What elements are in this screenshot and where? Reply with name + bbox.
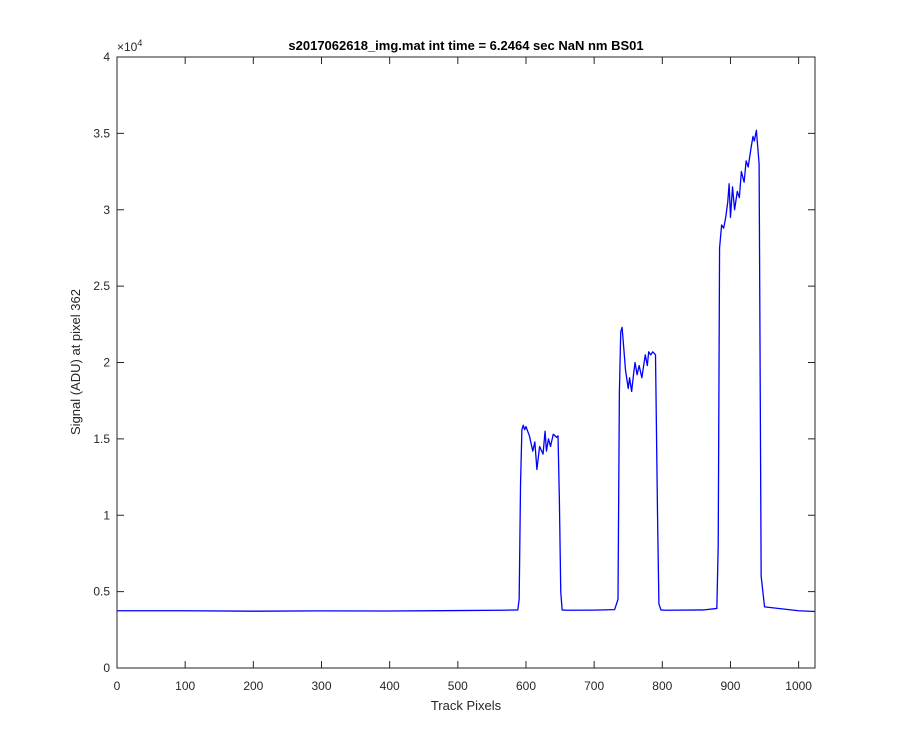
plot-area xyxy=(117,57,815,668)
chart-title: s2017062618_img.mat int time = 6.2464 se… xyxy=(288,38,643,53)
y-tick-label: 1 xyxy=(103,508,110,522)
y-tick-label: 0 xyxy=(103,661,110,675)
y-exponent-base: ×10 xyxy=(117,40,138,54)
y-tick-label: 1.5 xyxy=(93,432,110,446)
x-axis-label: Track Pixels xyxy=(431,698,502,713)
y-exponent-label: ×104 xyxy=(117,38,142,54)
x-tick-label: 700 xyxy=(584,679,604,693)
y-tick-label: 2 xyxy=(103,356,110,370)
y-tick-label: 4 xyxy=(103,50,110,64)
x-tick-label: 500 xyxy=(448,679,468,693)
x-tick-label: 1000 xyxy=(785,679,812,693)
y-tick-label: 0.5 xyxy=(93,585,110,599)
plot-frame xyxy=(116,56,816,669)
x-tick-label: 900 xyxy=(720,679,740,693)
y-tick-label: 3 xyxy=(103,203,110,217)
x-tick-label: 300 xyxy=(311,679,331,693)
x-tick-label: 400 xyxy=(380,679,400,693)
x-tick-label: 800 xyxy=(652,679,672,693)
marks-layer xyxy=(117,129,816,613)
y-tick-label: 3.5 xyxy=(93,126,110,140)
x-tick-label: 0 xyxy=(114,679,121,693)
y-exponent-power: 4 xyxy=(137,38,142,48)
x-tick-label: 200 xyxy=(243,679,263,693)
x-tick-label: 100 xyxy=(175,679,195,693)
y-axis-label: Signal (ADU) at pixel 362 xyxy=(68,289,83,435)
x-tick-label: 600 xyxy=(516,679,536,693)
series-line-0 xyxy=(117,129,816,613)
y-tick-label: 2.5 xyxy=(93,279,110,293)
ticks-layer: 0 100 200 300 400 500 600 700 800 900 1000 0 0.5 1 1.5… xyxy=(93,50,815,693)
